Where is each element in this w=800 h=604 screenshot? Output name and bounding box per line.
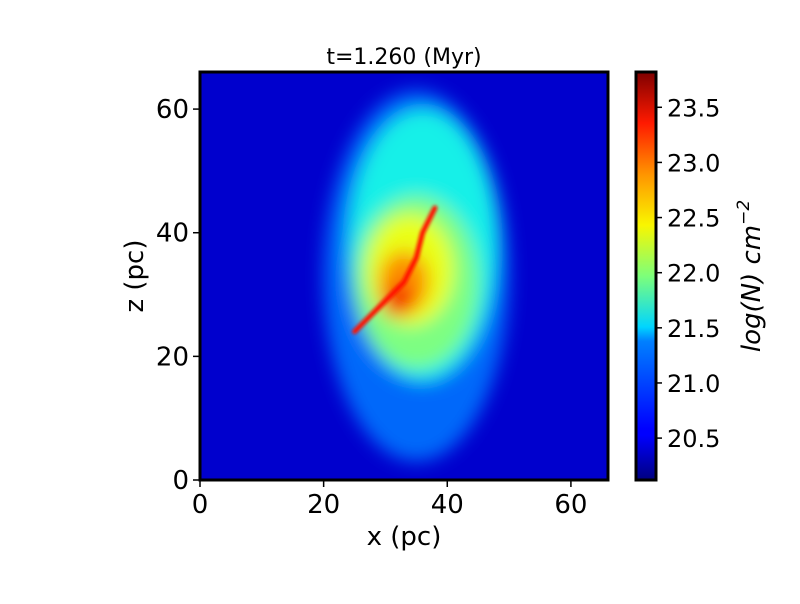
x-tick-label: 40 <box>431 490 464 520</box>
filament-line <box>352 205 438 335</box>
colorbar-tick-label: 22.5 <box>667 205 720 233</box>
y-axis-label: z (pc) <box>120 240 150 313</box>
plot-area <box>200 72 608 480</box>
colorbar-tick-label: 20.5 <box>667 425 720 453</box>
cloud-regions <box>323 90 510 462</box>
colorbar-label-base: log(N) cm <box>737 225 767 352</box>
x-tick-label: 60 <box>554 490 587 520</box>
colorbar <box>634 70 658 482</box>
y-tick-label: 20 <box>156 342 189 372</box>
x-axis-ticks: 0 20 40 60 <box>192 480 587 520</box>
dense-filament <box>352 205 438 335</box>
x-axis-label: x (pc) <box>367 522 442 552</box>
colorbar-tick-label: 23.0 <box>667 149 720 177</box>
colorbar-ticks: 20.5 21.0 21.5 22.0 22.5 23.0 23.5 <box>656 94 720 453</box>
y-tick-label: 0 <box>172 466 189 496</box>
colorbar-label: log(N) cm−2 <box>734 200 767 352</box>
colorbar-tick-label: 21.5 <box>667 315 720 343</box>
chart-title: t=1.260 (Myr) <box>326 45 481 70</box>
plot-frame <box>198 70 610 482</box>
colorbar-label-exponent: −2 <box>734 200 754 225</box>
y-tick-label: 60 <box>156 95 189 125</box>
colorbar-tick-label: 23.5 <box>667 94 720 122</box>
x-tick-label: 0 <box>192 490 209 520</box>
colorbar-tick-label: 22.0 <box>667 260 720 288</box>
y-axis-ticks: 0 20 40 60 <box>156 95 200 496</box>
y-tick-label: 40 <box>156 219 189 249</box>
x-tick-label: 20 <box>307 490 340 520</box>
colorbar-tick-label: 21.0 <box>667 370 720 398</box>
